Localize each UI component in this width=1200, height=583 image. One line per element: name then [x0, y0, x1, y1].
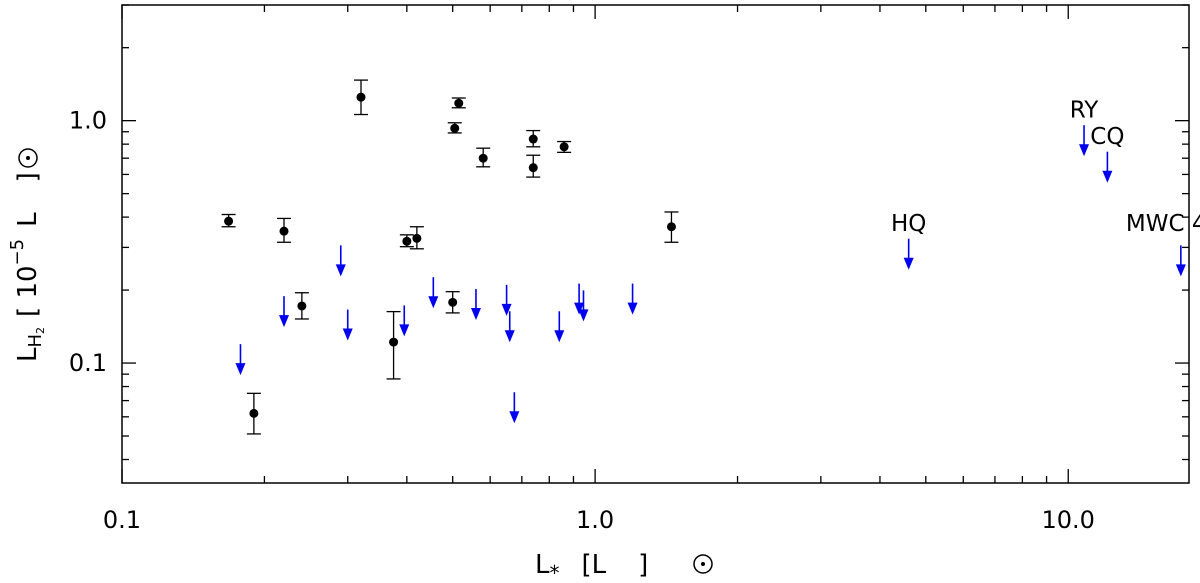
- detection-point: [557, 140, 572, 154]
- arrow-head: [1079, 144, 1090, 157]
- data-point: [666, 222, 676, 232]
- detection-point: [399, 234, 414, 248]
- detection-point: [221, 213, 236, 228]
- data-point: [356, 92, 366, 102]
- arrow-head: [235, 363, 246, 376]
- data-point: [297, 301, 307, 311]
- upper-limit-arrow: [627, 283, 638, 315]
- detection-point: [386, 310, 401, 380]
- arrow-head: [1175, 264, 1186, 277]
- arrow-head: [428, 296, 439, 309]
- detection-point: [353, 79, 368, 116]
- data-point: [450, 123, 460, 133]
- upper-limit-arrow: [399, 305, 410, 337]
- x-axis-label-unit-close: ]: [638, 550, 648, 580]
- detection-point: [526, 129, 541, 148]
- data-point: [249, 408, 259, 418]
- data-point: [448, 297, 458, 307]
- data-point: [402, 236, 412, 246]
- annotation-label: RY: [1070, 98, 1100, 124]
- plot-frame: [121, 4, 1190, 484]
- x-axis-label: L* [L]: [535, 550, 648, 583]
- arrow-head: [1102, 170, 1113, 183]
- upper-limit-arrow: [1102, 151, 1113, 183]
- upper-limit-arrow: [1079, 125, 1090, 157]
- data-point: [389, 337, 399, 347]
- arrow-head: [578, 309, 589, 322]
- upper-limit-arrow: [428, 277, 439, 309]
- x-axis-sun-dot: [701, 562, 705, 566]
- x-axis-label-main: L: [535, 550, 550, 580]
- annotation-label: HQ: [891, 211, 926, 237]
- y-axis-label-unit: [ 10: [13, 265, 43, 317]
- arrow-head: [501, 303, 512, 316]
- y-axis-label-exp: −5: [7, 239, 28, 266]
- upper-limit-arrow: [235, 344, 246, 376]
- data-point: [412, 233, 422, 243]
- arrow-head: [574, 302, 585, 315]
- upper-limit-arrow: [554, 311, 565, 343]
- arrow-head: [509, 411, 520, 424]
- arrow-head: [279, 315, 290, 328]
- arrow-head: [554, 330, 565, 343]
- arrow-head: [399, 324, 410, 337]
- arrow-head: [504, 330, 515, 343]
- arrow-head: [627, 302, 638, 315]
- detection-point: [445, 291, 460, 314]
- data-point: [478, 153, 488, 163]
- arrow-head: [470, 307, 481, 320]
- detection-point: [476, 147, 491, 168]
- upper-limit-arrow: [342, 309, 353, 341]
- data-point: [224, 216, 234, 226]
- annotation-label: CQ: [1090, 124, 1124, 150]
- detection-point: [664, 211, 679, 243]
- detection-point: [526, 154, 541, 178]
- detection-point: [294, 292, 309, 320]
- x-axis-label-sub: *: [550, 561, 560, 583]
- y-axis-sun-symbol: [18, 148, 38, 168]
- y-axis-label-unit-close: ]: [13, 172, 43, 182]
- x-tick-label: 1.0: [576, 506, 614, 534]
- upper-limit-arrow: [504, 311, 515, 343]
- data-point: [559, 142, 569, 152]
- data-point: [454, 98, 464, 108]
- upper-limit-arrow: [335, 245, 346, 277]
- data-point: [279, 226, 289, 236]
- detection-point: [246, 392, 261, 435]
- upper-limit-arrow: [509, 392, 520, 424]
- y-axis-label-unit-tail: L: [13, 212, 43, 227]
- y-axis-label: LH2[ 10−5L]: [7, 172, 47, 362]
- detection-point: [447, 122, 462, 134]
- data-point: [528, 163, 538, 173]
- x-tick-label: 10.0: [1042, 506, 1095, 534]
- y-tick-label: 0.1: [69, 349, 107, 377]
- upper-limit-arrow: [574, 283, 585, 315]
- detection-point: [277, 217, 292, 243]
- data-point: [528, 134, 538, 144]
- upper-limit-arrow: [470, 288, 481, 320]
- arrow-head: [342, 328, 353, 341]
- upper-limit-arrow: [501, 284, 512, 316]
- upper-limit-arrow: [903, 238, 914, 270]
- upper-limit-arrow: [279, 296, 290, 328]
- y-axis-sun-dot: [26, 156, 30, 160]
- upper-limit-arrow: [1175, 245, 1186, 277]
- detection-point: [409, 226, 424, 250]
- upper-limit-arrow: [578, 290, 589, 322]
- x-axis-label-unit: [L: [582, 550, 607, 580]
- x-axis-sun-symbol: [693, 554, 713, 574]
- x-tick-label: 0.1: [103, 506, 141, 534]
- arrow-head: [335, 264, 346, 277]
- annotation-label: MWC 480: [1126, 211, 1200, 237]
- ticks: 0.1 1.0 10.0 0.1 1.0: [69, 4, 1189, 534]
- detection-point: [451, 97, 466, 109]
- y-axis-label-subsub: 2: [34, 327, 47, 334]
- data-marks: [221, 79, 1186, 435]
- arrow-head: [903, 257, 914, 270]
- y-axis-label-sub: H: [25, 334, 46, 348]
- y-axis-label-main: L: [13, 347, 43, 362]
- y-tick-label: 1.0: [69, 107, 107, 135]
